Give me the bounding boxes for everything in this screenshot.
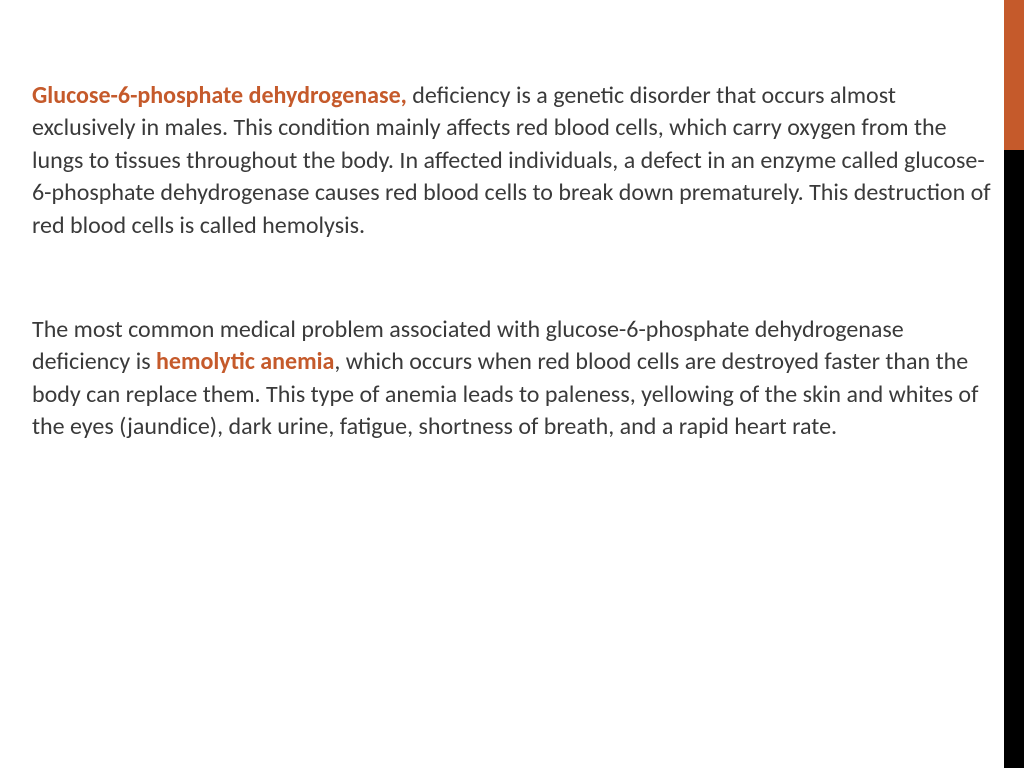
paragraph-1: Glucose-6-phosphate dehydrogenase, defic… [32,80,996,242]
accent-bar-orange [1004,0,1024,150]
highlight-term-2: hemolytic anemia [156,347,334,376]
paragraph-2: The most common medical problem associat… [32,314,996,444]
accent-bar-black [1004,150,1024,768]
slide-content: Glucose-6-phosphate dehydrogenase, defic… [32,80,996,516]
highlight-term-1: Glucose-6-phosphate dehydrogenase, [32,81,407,110]
slide: Glucose-6-phosphate dehydrogenase, defic… [0,0,1024,768]
